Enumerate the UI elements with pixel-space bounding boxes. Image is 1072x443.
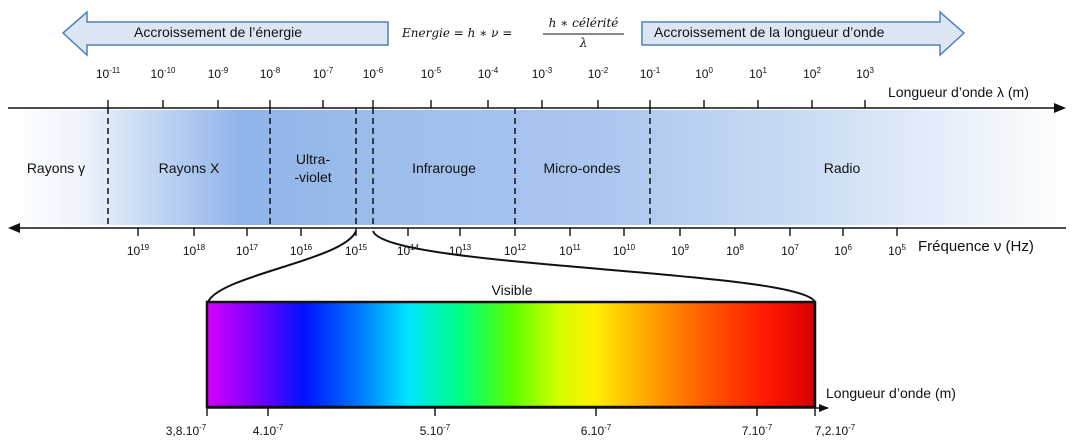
formula-denominator: λ: [579, 36, 588, 50]
wavelength-tick-label: 10-4: [477, 66, 499, 82]
frequency-tick-label: 1012: [503, 243, 527, 259]
visible-label: Visible: [491, 282, 533, 298]
wavelength-tick-label: 10-2: [587, 66, 609, 82]
wavelength-tick-label: 10-5: [420, 66, 442, 82]
visible-tick-label: 7.10-7: [741, 423, 773, 439]
frequency-axis-label: Fréquence ν (Hz): [918, 238, 1034, 255]
wavelength-tickmarks: [107, 100, 866, 108]
frequency-tick-label: 1014: [396, 243, 420, 259]
formula-numerator: h ∗ célérité: [548, 16, 619, 30]
right-arrow-label: Accroissement de la longueur d’onde: [654, 24, 885, 40]
formula-lhs: Energie = h ∗ ν =: [402, 26, 513, 40]
frequency-tick-label: 106: [834, 243, 852, 259]
wavelength-tick-label: 10-11: [95, 66, 121, 82]
frequency-tick-label: 1013: [448, 243, 472, 259]
wavelength-tick-label: 101: [749, 66, 767, 82]
region-uv-line1: Ultra-: [295, 151, 331, 167]
visible-tick-label: 3,8.10-7: [165, 423, 207, 439]
visible-spectrum-bar: [205, 300, 817, 409]
right-arrow-shape: [641, 10, 966, 57]
zoom-curve-left: [207, 230, 357, 303]
frequency-tick-label: 109: [671, 243, 689, 259]
spectrum-band: [8, 110, 1068, 225]
frequency-tickmarks: [137, 228, 898, 236]
wavelength-axis-label: Longueur d’onde λ (m): [888, 84, 1029, 100]
region-gamma-label: Rayons γ: [26, 160, 86, 176]
frequency-tick-label: 1019: [126, 243, 150, 259]
frequency-tick-label: 1016: [289, 243, 313, 259]
region-microwave-label: Micro-ondes: [543, 160, 621, 176]
region-uv-line2: -violet: [294, 169, 332, 185]
frequency-tick-label: 1018: [182, 243, 206, 259]
zoom-curve-right: [372, 230, 816, 303]
wavelength-tick-label: 10-3: [531, 66, 553, 82]
left-arrow-shape: [61, 10, 389, 57]
region-uv-label: Ultra- -violet: [294, 150, 331, 186]
region-infrared-label: Infrarouge: [412, 160, 476, 176]
wavelength-tick-label: 102: [803, 66, 821, 82]
frequency-tick-label: 1017: [235, 243, 259, 259]
visible-tick-label: 7,2.10-7: [814, 423, 856, 439]
wavelength-tick-label: 10-7: [312, 66, 334, 82]
wavelength-tick-label: 10-8: [259, 66, 281, 82]
visible-tick-label: 4.10-7: [252, 423, 284, 439]
visible-tick-label: 6.10-7: [580, 423, 612, 439]
left-arrow-label: Accroissement de l’énergie: [134, 24, 303, 40]
frequency-tick-label: 1011: [559, 243, 581, 259]
visible-axis-label: Longueur d’onde (m): [826, 385, 956, 401]
frequency-tick-label: 105: [888, 243, 906, 259]
region-xray-label: Rayons X: [158, 160, 220, 176]
frequency-tick-label: 1010: [612, 243, 636, 259]
region-radio-label: Radio: [823, 160, 861, 176]
wavelength-tick-label: 10-10: [150, 66, 176, 82]
visible-tick-label: 5.10-7: [419, 423, 451, 439]
wavelength-tick-label: 100: [695, 66, 713, 82]
frequency-tick-label: 108: [726, 243, 744, 259]
wavelength-tick-label: 103: [856, 66, 874, 82]
wavelength-tick-label: 10-6: [362, 66, 384, 82]
frequency-tick-label: 107: [781, 243, 799, 259]
region-dividers: [107, 108, 651, 228]
visible-tickmarks: [206, 408, 816, 416]
frequency-tick-label: 1015: [344, 243, 368, 259]
wavelength-tick-label: 10-9: [207, 66, 229, 82]
wavelength-tick-label: 10-1: [639, 66, 661, 82]
